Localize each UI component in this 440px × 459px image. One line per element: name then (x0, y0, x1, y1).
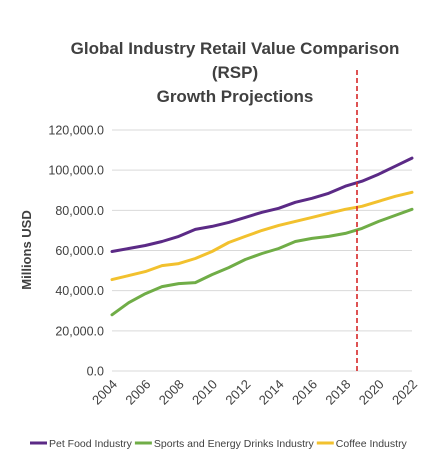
legend-label-1: Sports and Energy Drinks Industry (154, 438, 315, 450)
series-line-1 (110, 207, 414, 317)
gridlines (112, 129, 412, 372)
x-tick-label: 2014 (256, 377, 287, 408)
legend-label-0: Pet Food Industry (49, 438, 133, 450)
chart-title-line-3: Growth Projections (157, 87, 314, 106)
chart-title-line-2: (RSP) (212, 63, 258, 82)
legend-label-2: Coffee Industry (336, 438, 408, 450)
legend: Pet Food Industry Sports and Energy Drink… (30, 438, 408, 450)
x-tick-label: 2016 (289, 377, 320, 408)
y-tick-label: 100,000.0 (48, 164, 104, 178)
x-tick-label: 2020 (356, 377, 387, 408)
y-tick-label: 0.0 (87, 365, 104, 379)
series-line-0 (110, 156, 414, 253)
chart-title: Global Industry Retail Value Comparison … (71, 39, 400, 106)
x-tick-label: 2012 (222, 377, 253, 408)
chart-title-line-1: Global Industry Retail Value Comparison (71, 39, 400, 58)
x-tick-label: 2006 (122, 377, 153, 408)
x-axis-ticks: 2004 2006 2008 2010 2012 2014 2016 2018 2020 2022 (89, 377, 420, 408)
x-tick-label: 2010 (189, 377, 220, 408)
series-line-2 (110, 190, 414, 282)
x-tick-label: 2022 (389, 377, 420, 408)
y-axis-ticks: 0.0 20,000.0 40,000.0 60,000.0 80,000.0 100,0… (48, 124, 104, 379)
x-tick-label: 2008 (156, 377, 187, 408)
y-tick-label: 40,000.0 (55, 284, 104, 298)
x-tick-label: 2004 (89, 377, 120, 408)
y-tick-label: 120,000.0 (48, 124, 104, 138)
series-lines (110, 156, 414, 317)
x-tick-label: 2018 (322, 377, 353, 408)
y-tick-label: 60,000.0 (55, 244, 104, 258)
y-tick-label: 80,000.0 (55, 204, 104, 218)
y-tick-label: 20,000.0 (55, 324, 104, 338)
y-axis-label: Millions USD (19, 210, 34, 289)
